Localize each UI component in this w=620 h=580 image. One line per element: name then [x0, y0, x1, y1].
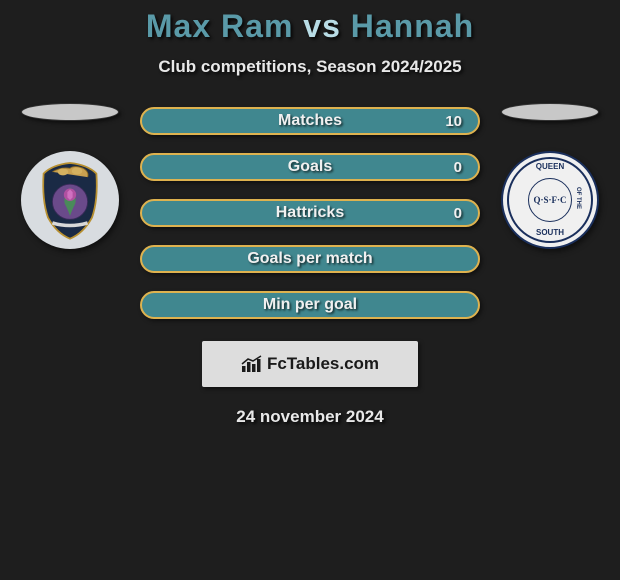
stat-label: Hattricks — [276, 204, 344, 222]
site-logo: FcTables.com — [241, 354, 379, 374]
site-logo-text: FcTables.com — [267, 354, 379, 374]
badge-top-text: QUEEN — [536, 163, 564, 171]
stat-bar-goals: Goals 0 — [140, 153, 480, 181]
stat-bar-hattricks: Hattricks 0 — [140, 199, 480, 227]
stat-bar-gpm: Goals per match — [140, 245, 480, 273]
stat-label: Min per goal — [263, 296, 357, 314]
stat-label: Matches — [278, 112, 342, 130]
stat-label: Goals — [288, 158, 332, 176]
stat-value: 0 — [454, 159, 462, 176]
inverness-ct-badge — [21, 151, 119, 249]
right-column: QUEEN OF THE SOUTH Q·S·F·C — [500, 103, 600, 249]
badge-bottom-text: SOUTH — [536, 229, 564, 237]
left-column — [20, 103, 120, 249]
page-title: Max Ram vs Hannah — [0, 8, 620, 45]
subtitle: Club competitions, Season 2024/2025 — [0, 57, 620, 77]
stats-column: Matches 10 Goals 0 Hattricks 0 Goals per… — [140, 103, 480, 319]
title-player2: Hannah — [351, 8, 474, 44]
badge-inner-ring: QUEEN OF THE SOUTH Q·S·F·C — [507, 157, 593, 243]
stat-bar-mpg: Min per goal — [140, 291, 480, 319]
stat-value: 10 — [445, 113, 462, 130]
stat-label: Goals per match — [247, 250, 372, 268]
left-shadow-ellipse — [21, 103, 119, 121]
queen-of-south-badge: QUEEN OF THE SOUTH Q·S·F·C — [501, 151, 599, 249]
title-vs: vs — [303, 8, 341, 44]
badge-right-text: OF THE — [575, 187, 581, 209]
bar-chart-icon — [241, 355, 263, 373]
right-shadow-ellipse — [501, 103, 599, 121]
main-row: Matches 10 Goals 0 Hattricks 0 Goals per… — [0, 103, 620, 319]
stat-value: 0 — [454, 205, 462, 222]
badge-center-monogram: Q·S·F·C — [528, 178, 572, 222]
root-container: Max Ram vs Hannah Club competitions, Sea… — [0, 0, 620, 580]
site-logo-box[interactable]: FcTables.com — [202, 341, 418, 387]
title-player1: Max Ram — [146, 8, 294, 44]
stat-bar-matches: Matches 10 — [140, 107, 480, 135]
date-line: 24 november 2024 — [0, 407, 620, 427]
shield-crest-icon — [26, 156, 114, 244]
